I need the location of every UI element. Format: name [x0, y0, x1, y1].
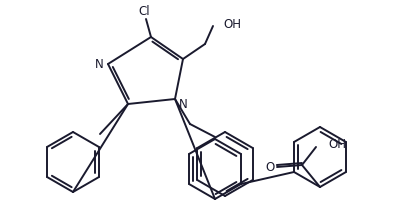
Text: N: N: [179, 97, 188, 110]
Text: OH: OH: [223, 18, 241, 30]
Text: Cl: Cl: [138, 5, 150, 18]
Text: OH: OH: [328, 138, 346, 151]
Text: N: N: [95, 58, 103, 71]
Text: O: O: [265, 161, 275, 174]
